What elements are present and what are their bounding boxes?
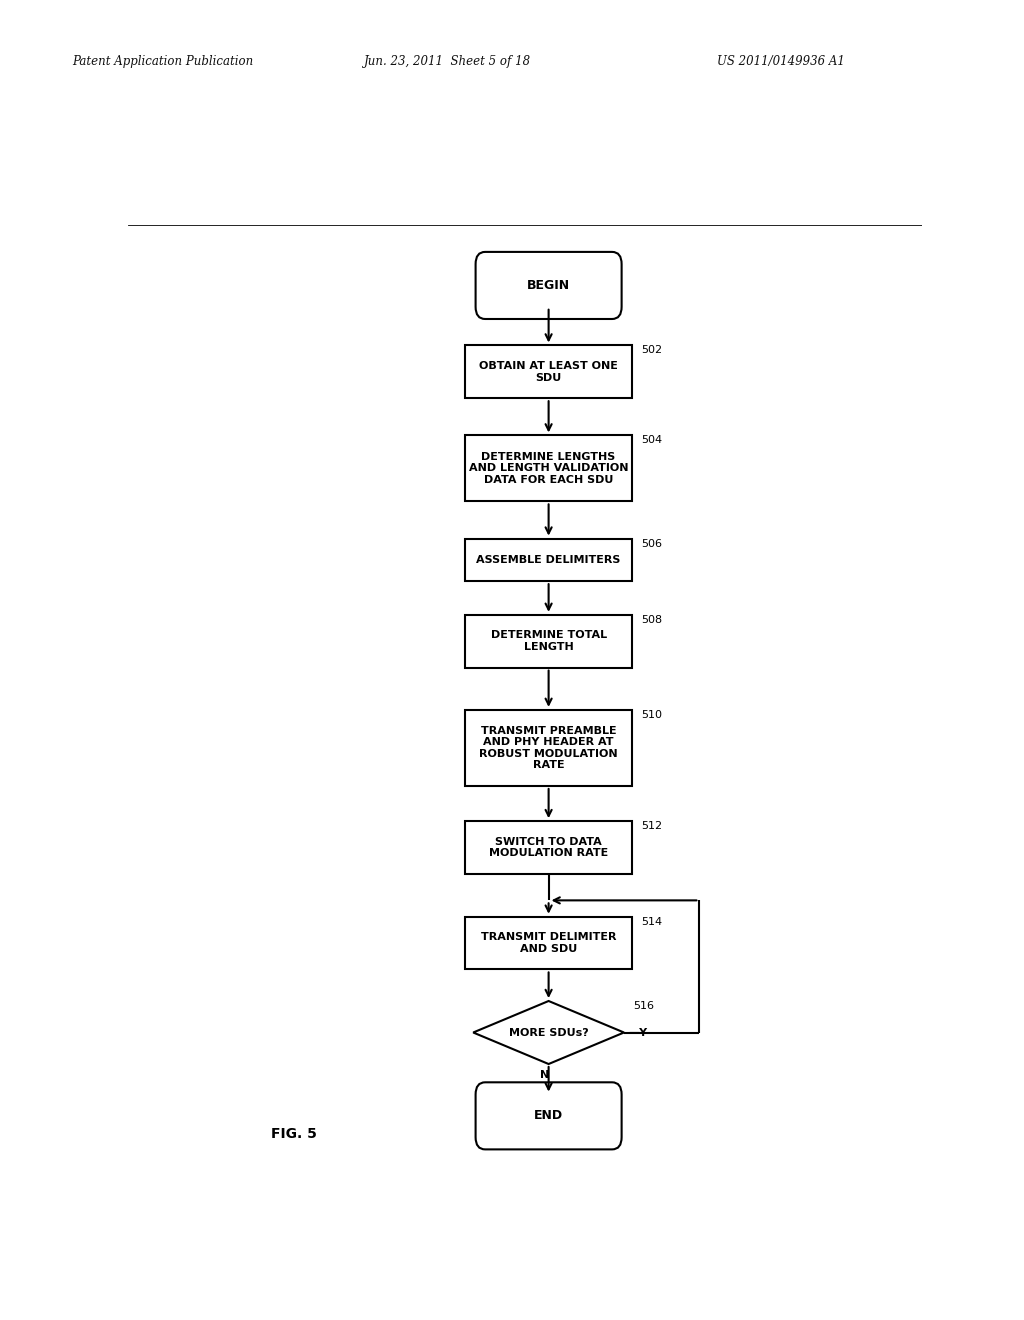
Text: BEGIN: BEGIN xyxy=(527,279,570,292)
Text: FIG. 5: FIG. 5 xyxy=(270,1127,316,1142)
Text: TRANSMIT PREAMBLE
AND PHY HEADER AT
ROBUST MODULATION
RATE: TRANSMIT PREAMBLE AND PHY HEADER AT ROBU… xyxy=(479,726,617,771)
Text: US 2011/0149936 A1: US 2011/0149936 A1 xyxy=(717,55,845,69)
Bar xyxy=(465,539,632,581)
Text: —Y: —Y xyxy=(628,1027,647,1038)
Text: TRANSMIT DELIMITER
AND SDU: TRANSMIT DELIMITER AND SDU xyxy=(481,932,616,954)
FancyBboxPatch shape xyxy=(475,1082,622,1150)
FancyBboxPatch shape xyxy=(475,252,622,319)
Text: DETERMINE LENGTHS
AND LENGTH VALIDATION
DATA FOR EACH SDU: DETERMINE LENGTHS AND LENGTH VALIDATION … xyxy=(469,451,629,484)
Text: 508: 508 xyxy=(641,615,663,624)
Bar xyxy=(465,821,632,874)
Text: 516: 516 xyxy=(634,1001,654,1011)
Text: END: END xyxy=(535,1109,563,1122)
Bar xyxy=(465,346,632,399)
Text: N: N xyxy=(540,1071,549,1080)
Text: 512: 512 xyxy=(641,821,663,832)
Bar xyxy=(465,436,632,502)
Text: Patent Application Publication: Patent Application Publication xyxy=(72,55,253,69)
Text: MORE SDUs?: MORE SDUs? xyxy=(509,1027,589,1038)
Text: 514: 514 xyxy=(641,916,663,927)
Polygon shape xyxy=(473,1001,624,1064)
Text: DETERMINE TOTAL
LENGTH: DETERMINE TOTAL LENGTH xyxy=(490,631,606,652)
Text: 506: 506 xyxy=(641,539,663,549)
Text: OBTAIN AT LEAST ONE
SDU: OBTAIN AT LEAST ONE SDU xyxy=(479,362,618,383)
Bar xyxy=(465,615,632,668)
Text: 504: 504 xyxy=(641,436,663,445)
Text: SWITCH TO DATA
MODULATION RATE: SWITCH TO DATA MODULATION RATE xyxy=(489,837,608,858)
Text: ASSEMBLE DELIMITERS: ASSEMBLE DELIMITERS xyxy=(476,554,621,565)
Bar xyxy=(465,916,632,969)
Text: 502: 502 xyxy=(641,346,663,355)
Bar xyxy=(465,710,632,785)
Text: 510: 510 xyxy=(641,710,663,719)
Text: Jun. 23, 2011  Sheet 5 of 18: Jun. 23, 2011 Sheet 5 of 18 xyxy=(364,55,530,69)
